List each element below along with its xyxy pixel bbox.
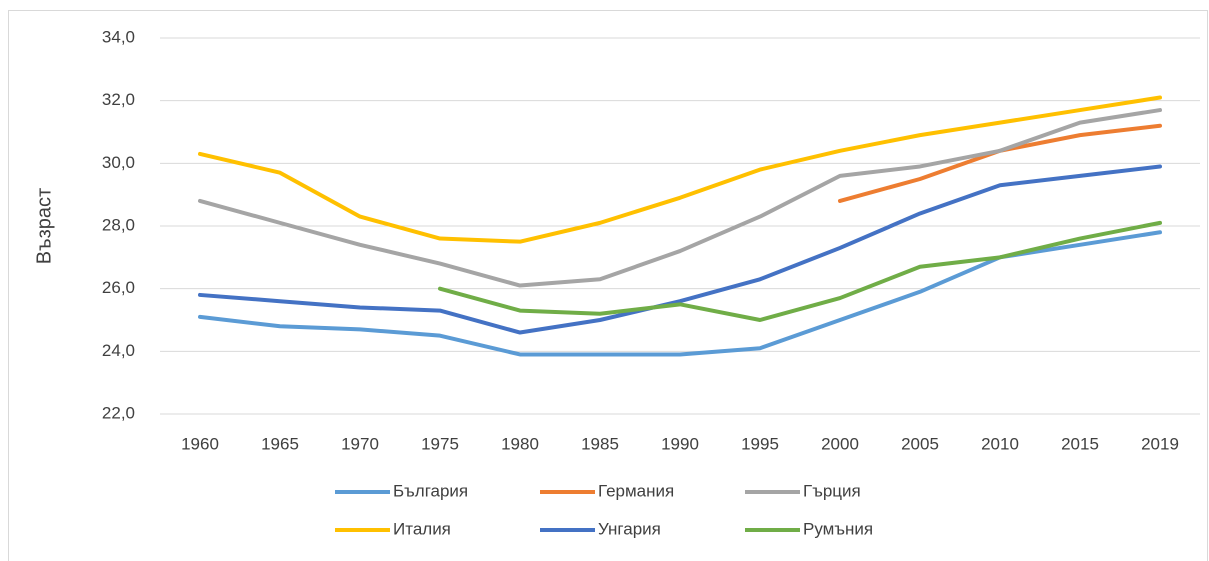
legend-label: Унгария — [598, 519, 661, 538]
y-tick-label: 26,0 — [102, 278, 135, 297]
y-tick-label: 32,0 — [102, 90, 135, 109]
series-line — [198, 164, 1162, 335]
x-tick-label: 1960 — [181, 434, 219, 453]
x-tick-label: 2019 — [1141, 434, 1179, 453]
y-tick-label: 24,0 — [102, 341, 135, 360]
legend-label: Германия — [598, 481, 674, 500]
x-tick-label: 1975 — [421, 434, 459, 453]
chart-frame — [8, 10, 1208, 561]
x-tick-label: 1990 — [661, 434, 699, 453]
series-line — [198, 108, 1162, 288]
y-tick-label: 28,0 — [102, 215, 135, 234]
y-tick-label: 34,0 — [102, 27, 135, 46]
x-tick-label: 2015 — [1061, 434, 1099, 453]
x-tick-label: 1980 — [501, 434, 539, 453]
x-tick-label: 2010 — [981, 434, 1019, 453]
x-tick-label: 2005 — [901, 434, 939, 453]
legend-label: Румъния — [803, 519, 873, 538]
legend-label: Италия — [393, 519, 451, 538]
legend-label: България — [393, 481, 468, 500]
x-tick-label: 2000 — [821, 434, 859, 453]
x-tick-label: 1985 — [581, 434, 619, 453]
x-tick-label: 1970 — [341, 434, 379, 453]
series-line — [438, 220, 1162, 322]
x-tick-label: 1965 — [261, 434, 299, 453]
series-line — [198, 95, 1162, 244]
y-axis-label: Възраст — [33, 188, 55, 264]
legend-label: Гърция — [803, 481, 861, 500]
y-tick-label: 22,0 — [102, 403, 135, 422]
x-tick-label: 1995 — [741, 434, 779, 453]
y-tick-label: 30,0 — [102, 153, 135, 172]
